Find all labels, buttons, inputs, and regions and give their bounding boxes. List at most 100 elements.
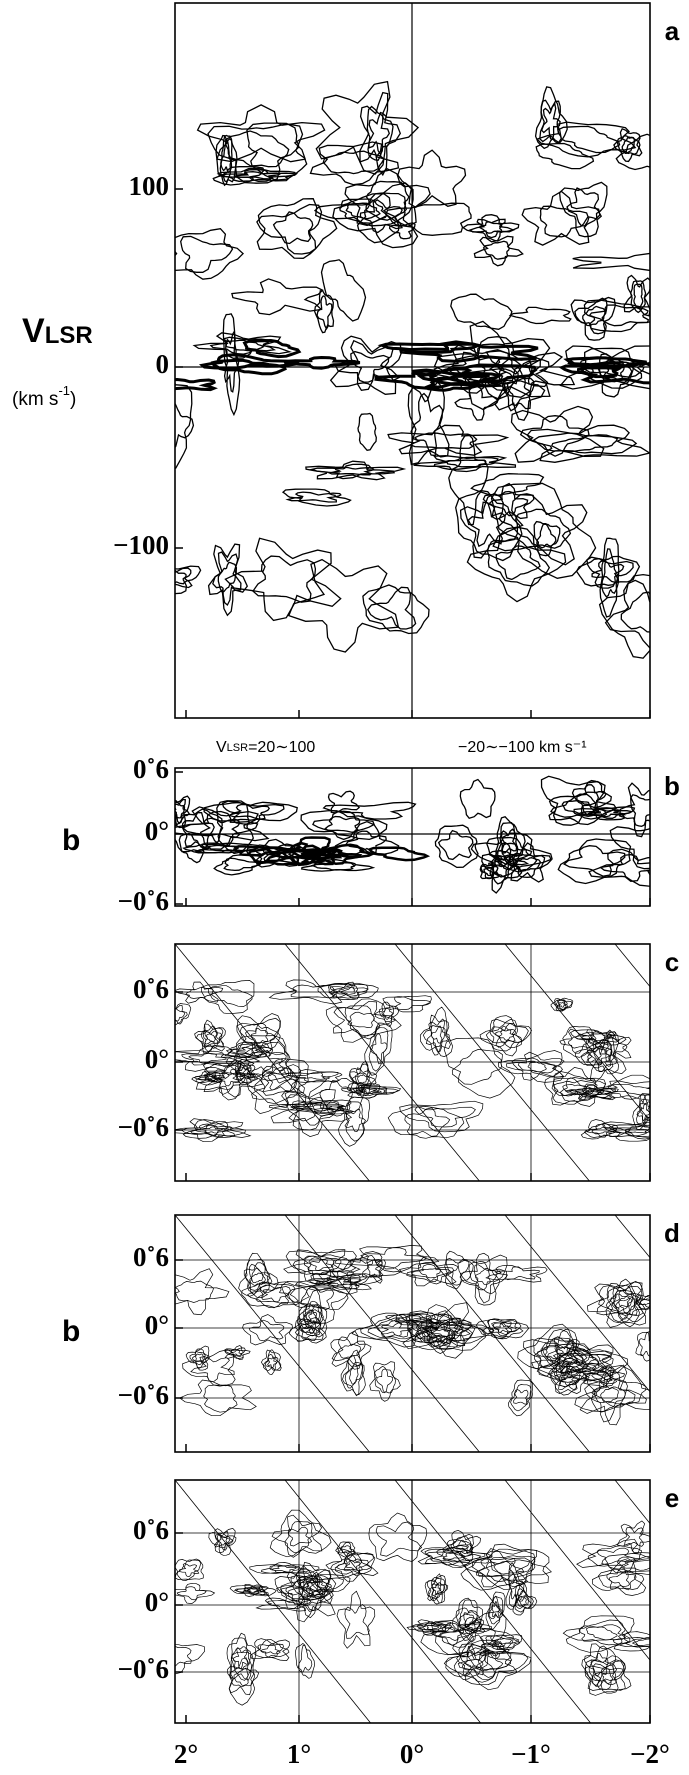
contour [639,1298,650,1306]
contour [354,1072,370,1086]
contour [540,102,561,141]
contour [284,1071,339,1083]
contour [609,826,650,870]
contour [295,1103,344,1112]
contour [297,848,343,862]
velocity-label: VLSR [22,312,93,350]
contour [461,214,520,243]
contour [485,1634,521,1648]
contour [351,1312,434,1348]
contour [532,432,638,455]
panel-contours [175,80,650,659]
contour [348,1063,377,1097]
contour [444,1250,474,1289]
diagonal-line [504,1215,650,1393]
contour [618,1297,632,1314]
contour [231,1637,252,1681]
contour [375,1521,423,1557]
contour [625,1125,650,1137]
contour [495,816,526,865]
unit-base: (km s [12,389,58,410]
contour [633,283,644,310]
diagonal-line [394,1215,590,1452]
contour [554,998,573,1012]
contour [204,1075,217,1080]
contour [481,841,523,894]
contour [500,828,518,854]
contour [191,1351,207,1366]
contour [349,1365,359,1385]
contour [506,1051,565,1081]
contour [565,1615,635,1653]
unit-close: ) [70,389,76,410]
contour [267,1356,278,1368]
contour [207,985,253,1007]
contour [175,1643,206,1675]
contour [176,1586,207,1601]
contour [175,569,187,585]
contour [621,1558,650,1571]
contour [364,1022,393,1076]
panel-letter: d [664,1218,680,1248]
contour [308,1078,366,1117]
contour [226,1632,257,1681]
contour [206,1033,217,1043]
contour [443,1639,532,1691]
contour [432,1583,442,1596]
contour [482,482,535,521]
contour [230,1349,242,1356]
contour [433,320,551,411]
contour [491,1600,501,1619]
contour [468,218,516,239]
diagonal-line [284,944,480,1181]
contour [306,1577,322,1597]
contour [242,338,302,359]
contour [319,1080,353,1114]
contour [189,1348,210,1369]
contour [613,1631,650,1652]
contour [292,1254,350,1275]
contour [359,199,403,234]
contour [456,1539,469,1550]
contour [266,848,338,861]
contour [613,127,643,163]
side-label: b [62,1315,80,1348]
contour [594,1029,632,1063]
diagonal-line [394,944,590,1181]
contour [473,1264,498,1291]
contour [527,1061,547,1073]
contour [357,412,377,452]
contour [335,1542,356,1555]
contour [423,376,483,392]
y-tick-label: −0˚6 [118,1380,169,1410]
contour [175,1582,216,1604]
contour [260,1349,282,1375]
contour [233,1583,269,1597]
contour [431,1582,443,1597]
diagonal-line [504,1480,650,1661]
contour [266,1600,305,1610]
contour [566,187,603,227]
y-tick-label: 0˚6 [133,1515,169,1545]
x-tick-label: 1° [287,1739,311,1769]
contour [459,492,519,559]
contour [222,313,241,417]
contour [297,1289,328,1338]
contour [475,1268,491,1286]
contour [488,1596,504,1620]
contour [489,850,512,885]
contour [233,171,283,180]
contour [487,1595,504,1625]
contour [175,803,186,819]
contour [560,1077,592,1097]
contour [334,821,400,855]
contour [443,1037,516,1099]
contour [322,1277,358,1288]
contour [398,1257,459,1287]
contour [513,1389,529,1405]
contour [452,1597,483,1643]
x-tick-label: −2° [630,1739,670,1769]
contour [225,1043,273,1059]
contour [295,1569,332,1611]
contour [270,1088,353,1137]
